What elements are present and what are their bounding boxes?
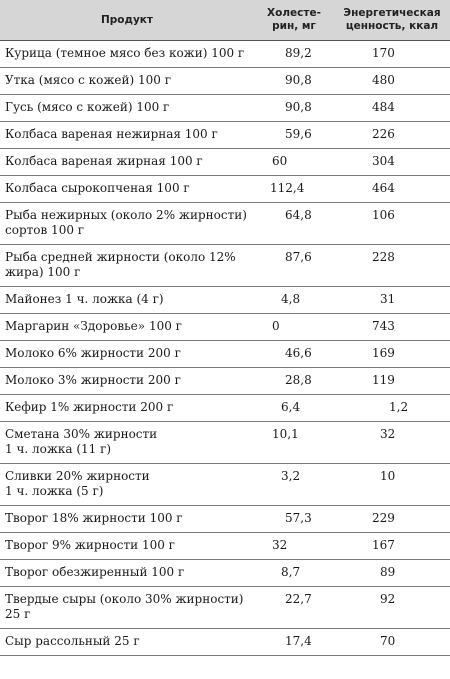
cell-cholesterol: 8,7 — [254, 559, 334, 587]
cell-product: Колбаса сырокопченая 100 г — [0, 175, 254, 203]
header-energy: Энергетическая ценность, ккал — [334, 0, 450, 41]
table-row: Курица (темное мясо без кожи) 100 г 89,2 1… — [0, 40, 450, 68]
cell-energy: 226 — [334, 121, 450, 149]
header-cholesterol: Холесте- рин, мг — [254, 0, 334, 41]
header-row: Продукт Холесте- рин, мг Энергетическая … — [0, 0, 450, 41]
cell-product: Творог 9% жирности 100 г — [0, 532, 254, 560]
cell-energy: 70 — [334, 628, 450, 656]
cell-energy: 484 — [334, 94, 450, 122]
cell-cholesterol: 28,8 — [254, 367, 334, 395]
cell-energy: 169 — [334, 340, 450, 368]
cell-product: Сыр рассольный 25 г — [0, 628, 254, 656]
table-row: Гусь (мясо с кожей) 100 г 90,8 484 — [0, 94, 450, 122]
cell-product: Творог 18% жирности 100 г — [0, 505, 254, 533]
cell-cholesterol: 4,8 — [254, 286, 334, 314]
table-row: Колбаса вареная нежирная 100 г 59,6 226 — [0, 121, 450, 149]
cell-cholesterol: 32 — [254, 532, 334, 560]
table-row: Рыба нежирных (около 2% жирности) сортов… — [0, 202, 450, 245]
header-product: Продукт — [0, 0, 254, 41]
cell-cholesterol: 22,7 — [254, 586, 334, 629]
cell-energy: 89 — [334, 559, 450, 587]
cell-cholesterol: 3,2 — [254, 463, 334, 506]
cell-energy: 229 — [334, 505, 450, 533]
table-row: Сливки 20% жирности 1 ч. ложка (5 г) 3,2 1… — [0, 463, 450, 506]
table-row: Сметана 30% жирности 1 ч. ложка (11 г) 10… — [0, 421, 450, 464]
cell-cholesterol: 89,2 — [254, 40, 334, 68]
table-row: Сыр рассольный 25 г 17,4 70 — [0, 628, 450, 656]
cell-cholesterol: 17,4 — [254, 628, 334, 656]
table-header: Продукт Холесте- рин, мг Энергетическая … — [0, 0, 450, 41]
cell-cholesterol: 60 — [254, 148, 334, 176]
nutrition-table: Продукт Холесте- рин, мг Энергетическая … — [0, 0, 450, 656]
cell-product: Рыба нежирных (около 2% жирности) сортов… — [0, 202, 254, 245]
cell-energy: 170 — [334, 40, 450, 68]
cell-product: Кефир 1% жирности 200 г — [0, 394, 254, 422]
cell-product: Майонез 1 ч. ложка (4 г) — [0, 286, 254, 314]
cell-energy: 119 — [334, 367, 450, 395]
table-row: Рыба средней жирности (около 12% жира) 1… — [0, 244, 450, 287]
cell-energy: 228 — [334, 244, 450, 287]
table-row: Молоко 6% жирности 200 г 46,6 169 — [0, 340, 450, 368]
cell-product: Молоко 6% жирности 200 г — [0, 340, 254, 368]
table-row: Утка (мясо с кожей) 100 г 90,8 480 — [0, 67, 450, 95]
table-row: Твердые сыры (около 30% жирности) 25 г 22… — [0, 586, 450, 629]
cell-cholesterol: 87,6 — [254, 244, 334, 287]
cell-product: Курица (темное мясо без кожи) 100 г — [0, 40, 254, 68]
cell-cholesterol: 64,8 — [254, 202, 334, 245]
cell-cholesterol: 59,6 — [254, 121, 334, 149]
cell-product: Гусь (мясо с кожей) 100 г — [0, 94, 254, 122]
table-row: Кефир 1% жирности 200 г 6,4 1,2 — [0, 394, 450, 422]
cell-energy: 304 — [334, 148, 450, 176]
table-row: Маргарин «Здоровье» 100 г 0 743 — [0, 313, 450, 341]
cell-cholesterol: 90,8 — [254, 94, 334, 122]
cell-cholesterol: 6,4 — [254, 394, 334, 422]
table-body: Курица (темное мясо без кожи) 100 г 89,2 1… — [0, 40, 450, 656]
cell-product: Утка (мясо с кожей) 100 г — [0, 67, 254, 95]
cell-cholesterol: 112,4 — [254, 175, 334, 203]
cell-cholesterol: 0 — [254, 313, 334, 341]
cell-product: Колбаса вареная нежирная 100 г — [0, 121, 254, 149]
cell-energy: 10 — [334, 463, 450, 506]
cell-energy: 92 — [334, 586, 450, 629]
cell-energy: 464 — [334, 175, 450, 203]
cell-energy: 167 — [334, 532, 450, 560]
table-row: Творог 18% жирности 100 г 57,3 229 — [0, 505, 450, 533]
table-row: Творог 9% жирности 100 г 32 167 — [0, 532, 450, 560]
cell-energy: 743 — [334, 313, 450, 341]
cell-energy: 480 — [334, 67, 450, 95]
cell-cholesterol: 57,3 — [254, 505, 334, 533]
cell-cholesterol: 90,8 — [254, 67, 334, 95]
cell-product: Колбаса вареная жирная 100 г — [0, 148, 254, 176]
table-row: Молоко 3% жирности 200 г 28,8 119 — [0, 367, 450, 395]
cell-energy: 106 — [334, 202, 450, 245]
cell-energy: 32 — [334, 421, 450, 464]
cell-energy: 1,2 — [334, 394, 450, 422]
cell-product: Молоко 3% жирности 200 г — [0, 367, 254, 395]
table-row: Колбаса сырокопченая 100 г 112,4 464 — [0, 175, 450, 203]
table-row: Творог обезжиренный 100 г 8,7 89 — [0, 559, 450, 587]
table-row: Колбаса вареная жирная 100 г 60 304 — [0, 148, 450, 176]
cell-product: Рыба средней жирности (около 12% жира) 1… — [0, 244, 254, 287]
cell-product: Сливки 20% жирности 1 ч. ложка (5 г) — [0, 463, 254, 506]
table-row: Майонез 1 ч. ложка (4 г) 4,8 31 — [0, 286, 450, 314]
cell-product: Творог обезжиренный 100 г — [0, 559, 254, 587]
cell-cholesterol: 46,6 — [254, 340, 334, 368]
cell-product: Сметана 30% жирности 1 ч. ложка (11 г) — [0, 421, 254, 464]
cell-product: Маргарин «Здоровье» 100 г — [0, 313, 254, 341]
cell-product: Твердые сыры (около 30% жирности) 25 г — [0, 586, 254, 629]
cell-cholesterol: 10,1 — [254, 421, 334, 464]
cell-energy: 31 — [334, 286, 450, 314]
